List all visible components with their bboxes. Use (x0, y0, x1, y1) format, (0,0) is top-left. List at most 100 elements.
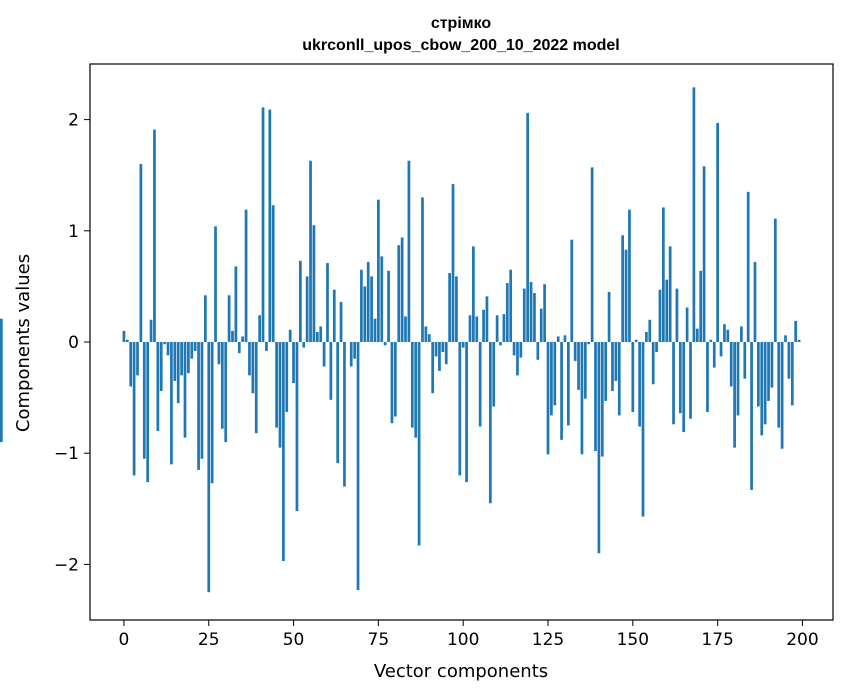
bar-111 (499, 342, 502, 346)
bar-172 (706, 342, 709, 413)
bar-181 (736, 342, 740, 416)
x-axis: 0 25 50 75 100 125 150 175 200 (119, 620, 819, 650)
y-tick-label: −2 (54, 555, 79, 575)
bar-102 (468, 315, 472, 342)
bar-93 (438, 342, 441, 371)
bar-101 (465, 342, 468, 483)
bar-94 (441, 342, 445, 353)
bar-54 (305, 276, 309, 342)
bar-164 (678, 342, 682, 414)
bar-4 (136, 342, 139, 376)
x-tick-label: 25 (198, 630, 220, 650)
x-tick-label: 0 (119, 630, 130, 650)
bar-115 (512, 342, 516, 356)
bar-1 (125, 339, 129, 342)
bar-55 (309, 160, 312, 342)
bar-117 (519, 342, 523, 358)
x-tick-label: 200 (786, 630, 818, 650)
bar-162 (672, 342, 675, 425)
bar-104 (475, 316, 479, 342)
bar-118 (522, 288, 526, 342)
bar-19 (187, 342, 190, 374)
bar-60 (326, 263, 329, 342)
bar-179 (729, 342, 733, 387)
bar-132 (570, 239, 574, 342)
y-tick-label: 0 (68, 333, 79, 353)
bar-59 (322, 342, 326, 367)
bar-44 (271, 205, 275, 342)
bar-40 (258, 315, 261, 342)
bar-57 (315, 331, 319, 342)
bar-9 (153, 129, 156, 342)
bar-140 (597, 342, 601, 554)
bar-65 (343, 342, 346, 487)
bar-114 (509, 269, 513, 342)
bar-30 (224, 342, 228, 443)
bar-7 (146, 342, 150, 483)
bar-75 (377, 199, 380, 342)
x-tick-label: 150 (617, 630, 649, 650)
bar-15 (173, 342, 177, 381)
bar-161 (668, 246, 672, 342)
bar-133 (573, 342, 577, 361)
bar-191 (770, 342, 774, 388)
bar-41 (261, 107, 265, 342)
bar-170 (699, 270, 703, 342)
bar-192 (773, 218, 777, 342)
bar-120 (529, 281, 533, 342)
bar-45 (275, 342, 278, 428)
bar-138 (590, 167, 594, 342)
bar-81 (397, 245, 401, 342)
bar-76 (380, 256, 384, 342)
bar-156 (651, 342, 655, 385)
bar-180 (733, 342, 736, 448)
bar-112 (502, 314, 506, 342)
bar-88 (421, 197, 424, 342)
bar-25 (207, 342, 211, 593)
bar-198 (794, 320, 798, 342)
bar-98 (455, 276, 458, 342)
bar-160 (665, 279, 669, 342)
bar-61 (329, 342, 333, 400)
bar-177 (723, 324, 726, 342)
bar-8 (149, 319, 153, 342)
bar-163 (675, 288, 679, 342)
bar-43 (268, 109, 272, 342)
bar-135 (580, 342, 584, 455)
bar-186 (753, 261, 757, 342)
bar-92 (434, 342, 438, 357)
bar-129 (560, 342, 563, 440)
bar-5 (139, 164, 143, 342)
bar-74 (373, 318, 377, 342)
bar-155 (648, 319, 652, 342)
bar-184 (746, 191, 750, 342)
bar-150 (631, 342, 635, 413)
bar-107 (485, 296, 489, 342)
bars-group (0, 87, 801, 593)
bar-183 (743, 342, 747, 379)
bar-2 (129, 342, 133, 387)
bar-130 (563, 335, 567, 342)
bar-14 (170, 342, 173, 465)
bar-17 (180, 342, 183, 376)
bar-51 (295, 342, 299, 512)
bar-195 (784, 335, 787, 342)
chart-title-line1: стрімко (431, 15, 492, 32)
bar-71 (363, 286, 367, 342)
bar-190 (767, 342, 770, 401)
bar-68 (353, 342, 356, 359)
bar-197 (790, 342, 794, 406)
bar-110 (495, 315, 499, 342)
x-tick-label: 125 (532, 630, 564, 650)
bar-91 (431, 342, 435, 394)
bar-67 (349, 342, 353, 367)
bar-99 (458, 342, 462, 476)
bar-169 (695, 328, 699, 342)
bar-173 (709, 339, 713, 342)
bar-22 (197, 342, 200, 470)
bar-53 (302, 342, 306, 348)
bar-166 (685, 307, 689, 342)
bar-108 (488, 342, 492, 504)
bar-113 (505, 283, 509, 342)
